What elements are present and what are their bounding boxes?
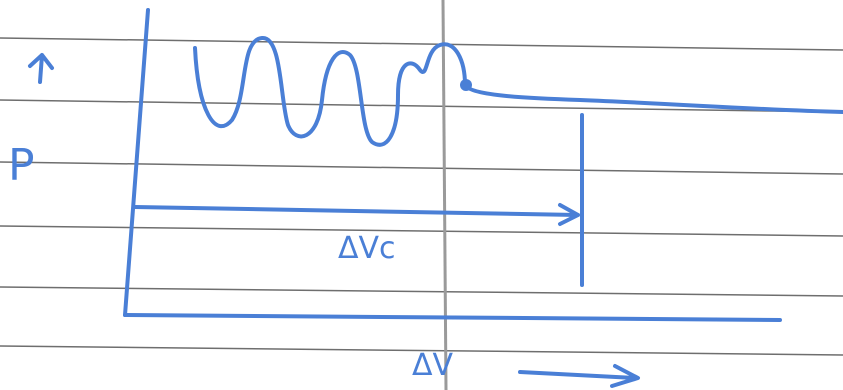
- sketch: P ΔVc ΔV: [0, 0, 843, 390]
- ink-dot: [460, 79, 472, 91]
- paper: [0, 0, 843, 390]
- y-axis-label: P: [8, 140, 35, 191]
- x-axis-label: ΔV: [412, 348, 454, 383]
- bracket-label: ΔVc: [338, 231, 396, 266]
